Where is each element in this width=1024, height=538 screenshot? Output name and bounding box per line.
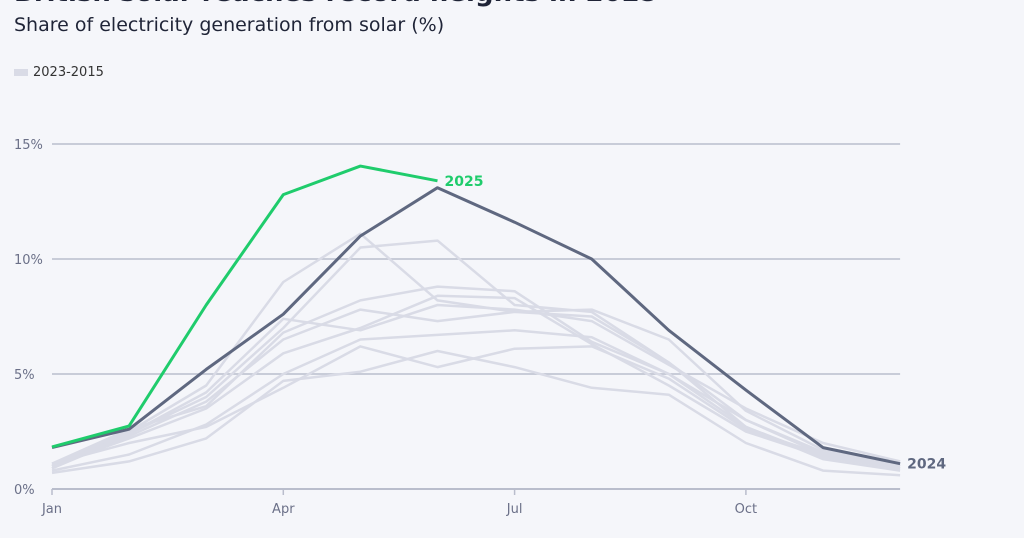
legend: 2023-2015 [14, 65, 104, 80]
y-tick-label: 15% [14, 138, 43, 153]
series-line-2023-2015 [51, 294, 901, 470]
y-tick-label: 0% [14, 483, 35, 498]
series-label-2025: 2025 [445, 174, 484, 190]
chart-subtitle: Share of electricity generation from sol… [14, 14, 445, 36]
series-label-2024: 2024 [907, 457, 946, 473]
y-tick-label: 5% [14, 368, 35, 383]
legend-label: 2023-2015 [33, 65, 104, 80]
x-tick-label: Oct [735, 502, 757, 517]
series-line-2024 [51, 186, 901, 466]
x-tick-label: Jul [506, 502, 523, 517]
series-line-2023-2015 [51, 308, 901, 470]
legend-swatch [14, 69, 28, 76]
series-line-2025 [51, 164, 438, 449]
chart-title: British solar reaches record heights in … [14, 0, 658, 8]
series-line-2023-2015 [51, 303, 901, 470]
series-line-2023-2015 [51, 285, 901, 468]
y-tick-label: 10% [14, 253, 43, 268]
series-line-2023-2015 [51, 345, 901, 468]
x-tick-label: Jan [41, 502, 62, 517]
x-tick-label: Apr [272, 502, 295, 517]
